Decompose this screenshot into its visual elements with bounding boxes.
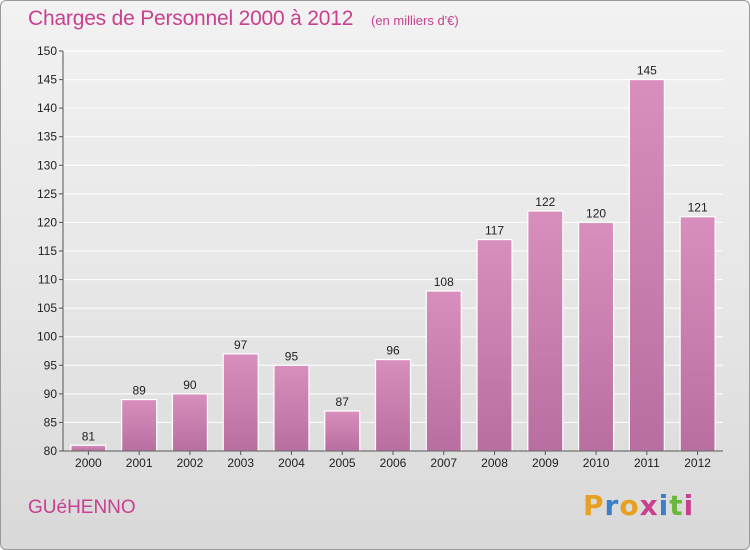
location-label: GUéHENNO bbox=[28, 497, 136, 518]
bar-2009 bbox=[527, 210, 564, 452]
x-tick-label-2006: 2006 bbox=[380, 456, 407, 470]
bar-2010 bbox=[577, 221, 615, 452]
x-tick-label-2001: 2001 bbox=[126, 456, 153, 470]
data-label-2012: 121 bbox=[688, 201, 708, 215]
x-tick-label-2008: 2008 bbox=[481, 456, 508, 470]
proxiti-logo: Proxiti bbox=[583, 489, 694, 522]
x-tick-label-2012: 2012 bbox=[684, 456, 711, 470]
x-tick-label-2005: 2005 bbox=[329, 456, 356, 470]
y-tick-label: 125 bbox=[37, 187, 57, 201]
bar-2001 bbox=[121, 398, 158, 452]
y-tick-label: 110 bbox=[38, 273, 57, 287]
bar-2007 bbox=[425, 290, 462, 452]
x-tick-label-2000: 2000 bbox=[75, 456, 102, 470]
data-label-2010: 120 bbox=[586, 206, 606, 220]
data-label-2002: 90 bbox=[183, 378, 197, 392]
logo-letter: x bbox=[639, 489, 659, 522]
chart-subtitle: (en milliers d'€) bbox=[371, 13, 459, 28]
logo-letter: P bbox=[583, 489, 605, 522]
bar-2011 bbox=[628, 78, 665, 452]
y-tick-label: 115 bbox=[38, 244, 57, 258]
x-tick-label-2003: 2003 bbox=[227, 456, 254, 470]
data-label-2005: 87 bbox=[336, 395, 350, 409]
x-tick-label-2009: 2009 bbox=[532, 456, 559, 470]
y-tick-label: 145 bbox=[37, 73, 57, 87]
data-label-2011: 145 bbox=[637, 64, 657, 78]
y-tick-label: 130 bbox=[37, 158, 57, 172]
bar-2008 bbox=[476, 238, 513, 452]
y-tick-label: 90 bbox=[44, 387, 58, 401]
data-label-2006: 96 bbox=[386, 344, 400, 358]
bar-2006 bbox=[374, 358, 412, 452]
bar-2003 bbox=[222, 353, 259, 452]
y-tick-label: 140 bbox=[37, 101, 57, 115]
data-label-2000: 81 bbox=[82, 429, 96, 443]
data-label-2008: 117 bbox=[485, 224, 504, 238]
x-tick-label-2007: 2007 bbox=[430, 456, 457, 470]
data-label-2004: 95 bbox=[285, 349, 299, 363]
bar-2000 bbox=[70, 444, 107, 452]
y-tick-label: 150 bbox=[37, 44, 57, 58]
bar-2004 bbox=[273, 364, 310, 452]
logo-letter: i bbox=[683, 489, 695, 522]
bar-2005 bbox=[324, 410, 361, 452]
x-tick-label-2011: 2011 bbox=[634, 456, 660, 470]
data-label-2007: 108 bbox=[434, 275, 454, 289]
y-tick-label: 80 bbox=[44, 444, 58, 458]
y-tick-label: 95 bbox=[44, 358, 58, 372]
x-tick-label-2010: 2010 bbox=[583, 456, 610, 470]
data-label-2001: 89 bbox=[132, 384, 146, 398]
x-tick-label-2002: 2002 bbox=[177, 456, 204, 470]
y-tick-label: 135 bbox=[37, 130, 57, 144]
y-tick-label: 100 bbox=[37, 330, 57, 344]
y-tick-label: 120 bbox=[37, 215, 57, 229]
y-tick-label: 105 bbox=[37, 301, 57, 315]
logo-letter: i bbox=[658, 489, 670, 522]
logo-letter: t bbox=[669, 489, 684, 522]
data-label-2003: 97 bbox=[234, 338, 248, 352]
logo-letter: o bbox=[619, 489, 640, 522]
logo-letter: r bbox=[604, 489, 620, 522]
y-tick-label: 85 bbox=[44, 415, 58, 429]
bar-2002 bbox=[171, 393, 209, 452]
bar-2012 bbox=[679, 216, 716, 452]
x-tick-label-2004: 2004 bbox=[278, 456, 305, 470]
data-label-2009: 122 bbox=[535, 195, 555, 209]
chart-title: Charges de Personnel 2000 à 2012 bbox=[28, 7, 354, 30]
